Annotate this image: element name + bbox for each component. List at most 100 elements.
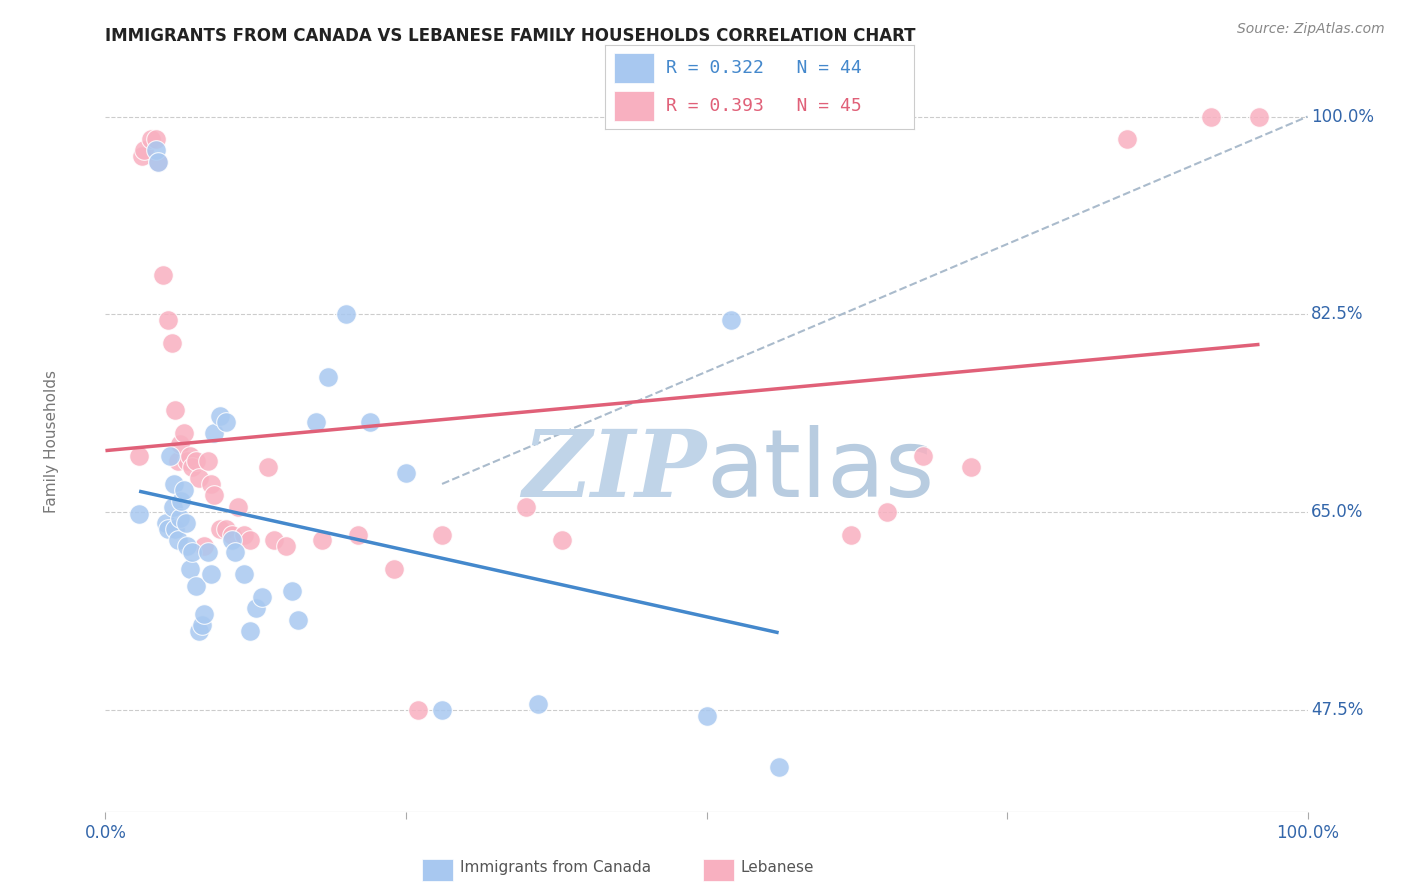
Point	[287, 613, 309, 627]
Point	[163, 477, 186, 491]
Point	[173, 425, 195, 440]
Point	[245, 601, 267, 615]
Point	[131, 149, 153, 163]
Point	[515, 500, 537, 514]
Text: Family Households: Family Households	[44, 370, 59, 513]
Point	[148, 154, 170, 169]
Point	[188, 471, 211, 485]
Point	[214, 522, 236, 536]
Point	[911, 449, 934, 463]
Point	[281, 584, 304, 599]
Text: 65.0%: 65.0%	[1312, 503, 1364, 521]
Text: Immigrants from Canada: Immigrants from Canada	[460, 860, 651, 874]
Text: IMMIGRANTS FROM CANADA VS LEBANESE FAMILY HOUSEHOLDS CORRELATION CHART: IMMIGRANTS FROM CANADA VS LEBANESE FAMIL…	[105, 27, 915, 45]
Point	[359, 415, 381, 429]
Point	[128, 449, 150, 463]
Point	[148, 154, 170, 169]
Text: Source: ZipAtlas.com: Source: ZipAtlas.com	[1237, 22, 1385, 37]
Point	[193, 539, 215, 553]
Point	[179, 562, 201, 576]
Point	[768, 759, 790, 773]
Point	[527, 698, 550, 712]
Point	[305, 415, 328, 429]
Point	[139, 132, 162, 146]
Text: Lebanese: Lebanese	[741, 860, 814, 874]
Point	[188, 624, 211, 638]
Point	[169, 511, 191, 525]
Point	[224, 545, 246, 559]
Point	[181, 545, 204, 559]
Text: 47.5%: 47.5%	[1312, 701, 1364, 719]
Point	[347, 528, 370, 542]
Point	[551, 533, 574, 548]
Text: ZIP: ZIP	[522, 426, 707, 516]
Point	[176, 539, 198, 553]
Point	[232, 567, 254, 582]
Point	[160, 335, 183, 350]
Point	[165, 403, 187, 417]
Point	[406, 703, 429, 717]
Point	[311, 533, 333, 548]
Point	[166, 454, 188, 468]
Point	[382, 562, 405, 576]
Point	[155, 516, 177, 531]
Text: 82.5%: 82.5%	[1312, 305, 1364, 324]
Point	[250, 590, 273, 604]
Text: R = 0.393   N = 45: R = 0.393 N = 45	[666, 97, 862, 115]
Point	[174, 516, 197, 531]
Point	[200, 477, 222, 491]
Point	[430, 528, 453, 542]
Point	[232, 528, 254, 542]
Point	[181, 460, 204, 475]
Point	[1201, 110, 1223, 124]
Point	[202, 488, 225, 502]
Text: R = 0.322   N = 44: R = 0.322 N = 44	[666, 59, 862, 77]
Point	[720, 313, 742, 327]
Point	[166, 533, 188, 548]
Point	[156, 522, 179, 536]
Point	[162, 500, 184, 514]
Text: 100.0%: 100.0%	[1312, 108, 1374, 126]
Bar	[614, 54, 654, 83]
Point	[335, 307, 357, 321]
Point	[173, 483, 195, 497]
Point	[190, 618, 212, 632]
Point	[200, 567, 222, 582]
Point	[274, 539, 297, 553]
Point	[165, 522, 187, 536]
Point	[960, 460, 983, 475]
Point	[316, 369, 339, 384]
Point	[145, 132, 167, 146]
Point	[839, 528, 862, 542]
Point	[179, 449, 201, 463]
Point	[156, 313, 179, 327]
Point	[145, 144, 167, 158]
Text: atlas: atlas	[707, 425, 935, 517]
Point	[214, 415, 236, 429]
Point	[208, 522, 231, 536]
Point	[430, 703, 453, 717]
Point	[169, 437, 191, 451]
Point	[197, 545, 219, 559]
Point	[170, 494, 193, 508]
Point	[184, 454, 207, 468]
Bar	[614, 91, 654, 120]
Point	[876, 505, 898, 519]
Point	[226, 500, 249, 514]
Point	[239, 624, 262, 638]
Point	[152, 268, 174, 282]
Point	[395, 466, 418, 480]
Point	[256, 460, 278, 475]
Point	[184, 579, 207, 593]
Point	[132, 144, 155, 158]
Point	[1249, 110, 1271, 124]
Point	[128, 508, 150, 522]
Point	[239, 533, 262, 548]
Point	[159, 449, 181, 463]
Point	[221, 533, 243, 548]
Point	[1116, 132, 1139, 146]
Point	[197, 454, 219, 468]
Point	[221, 528, 243, 542]
Point	[696, 708, 718, 723]
Point	[202, 425, 225, 440]
